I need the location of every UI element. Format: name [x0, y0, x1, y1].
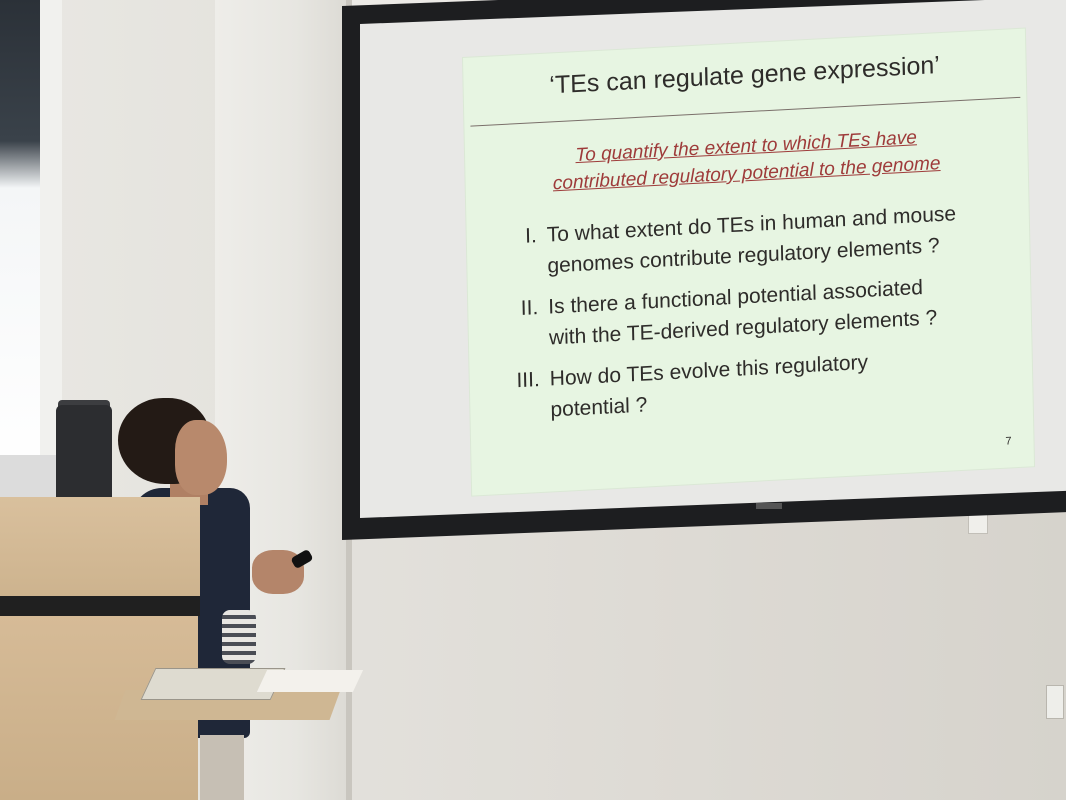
screen-logo	[756, 503, 782, 509]
window-frame	[40, 0, 62, 470]
power-outlet	[1046, 685, 1064, 719]
water-bottle	[56, 405, 112, 503]
podium-band	[0, 596, 200, 616]
presenter-face	[175, 420, 227, 495]
slide-page-number: 7	[1005, 435, 1012, 448]
presenter-striped-sleeve	[222, 610, 256, 664]
question-number: I.	[524, 224, 538, 248]
slide-title: ‘TEs can regulate gene expression’	[549, 51, 941, 100]
question-line: How do TEs evolve this regulatory	[549, 350, 869, 391]
question-number: II.	[520, 296, 539, 321]
presentation-slide: ‘TEs can regulate gene expression’ To qu…	[463, 28, 1035, 496]
question-text: How do TEs evolve this regulatory potenti…	[549, 339, 1020, 426]
laptop	[0, 455, 62, 501]
slide-subtitle: To quantify the extent to which TEs have…	[485, 120, 1008, 201]
presenter-pants	[200, 735, 244, 800]
question-text: To what extent do TEs in human and mouse…	[546, 195, 1017, 282]
question-line: potential ?	[550, 393, 648, 422]
paper-sheet	[256, 670, 364, 692]
podium-top	[0, 497, 200, 597]
question-text: Is there a functional potential associat…	[548, 267, 1019, 354]
question-number: III.	[516, 368, 541, 393]
